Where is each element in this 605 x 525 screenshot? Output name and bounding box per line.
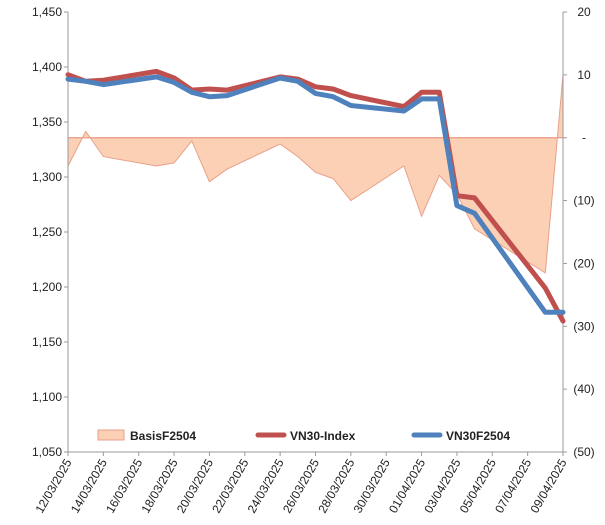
y-right-tick-label: 20 [577, 5, 591, 19]
y-right-tick-label: (50) [573, 445, 594, 459]
basis-area-layer [67, 74, 564, 274]
y-right-tick-label: (40) [573, 382, 594, 396]
y-left-tick-label: 1,350 [32, 115, 62, 129]
y-left-tick-label: 1,150 [32, 335, 62, 349]
y-left-tick-label: 1,250 [32, 225, 62, 239]
legend-swatch-basisf2504 [97, 429, 125, 441]
y-right-tick-label: (20) [573, 256, 594, 270]
y-left-tick-label: 1,100 [32, 390, 62, 404]
legend-label-vn30f2504: VN30F2504 [446, 429, 510, 443]
y-left-tick-label: 1,400 [32, 60, 62, 74]
basis-area [67, 74, 564, 274]
legend-label-vn30-index: VN30-Index [290, 429, 356, 443]
y-right-tick-label: (10) [573, 194, 594, 208]
y-left-tick-label: 1,050 [32, 445, 62, 459]
y-right-tick-label: (30) [573, 319, 594, 333]
y-right-tick-label: 10 [577, 68, 591, 82]
legend-label-basisf2504: BasisF2504 [130, 429, 196, 443]
price-lines-layer [65, 68, 566, 324]
y-left-tick-label: 1,300 [32, 170, 62, 184]
legend: BasisF2504 VN30-Index VN30F2504 [97, 429, 510, 443]
y-left-tick-label: 1,200 [32, 280, 62, 294]
y-right-tick-label: - [582, 131, 586, 145]
y-left-tick-label: 1,450 [32, 5, 62, 19]
vn30f2504-line [65, 74, 566, 315]
x-tick-label: 09/04/2025 [527, 456, 569, 515]
